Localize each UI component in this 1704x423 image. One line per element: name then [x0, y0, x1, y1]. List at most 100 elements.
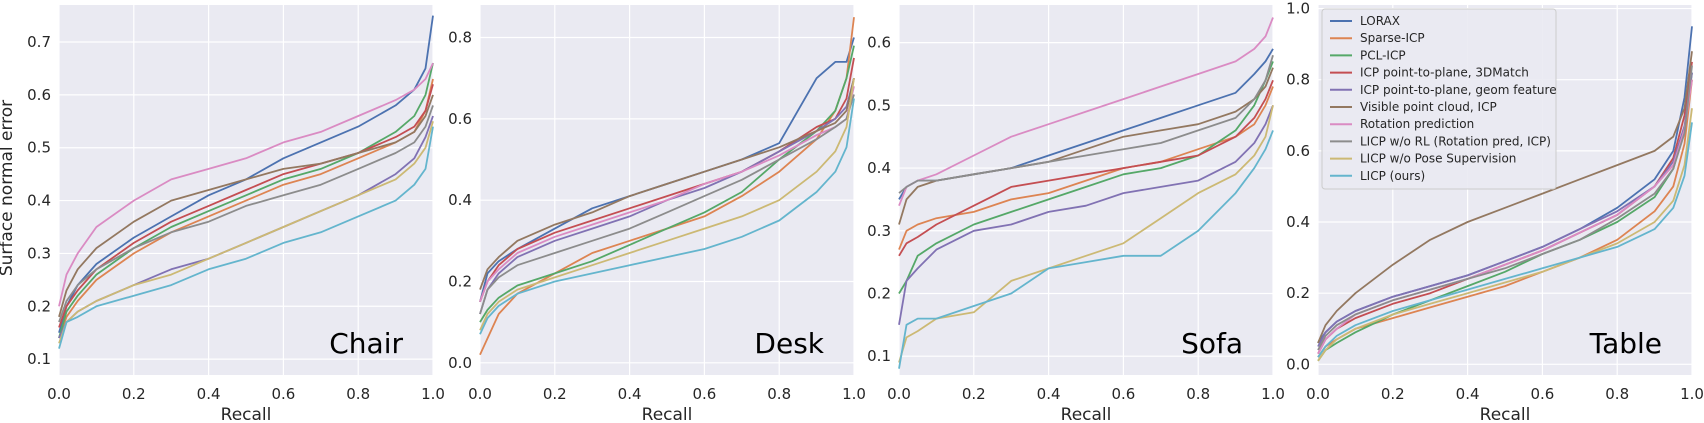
series-line-visible-point-cloud-icp [479, 77, 855, 290]
x-tick-label: 1.0 [421, 385, 445, 403]
x-axis-label: Recall [642, 405, 693, 423]
y-tick-label: 0.4 [1286, 213, 1310, 231]
legend-label: LICP (ours) [1360, 169, 1425, 183]
y-tick-label: 0.2 [448, 272, 472, 290]
legend-entry: LICP w/o Pose Supervision [1330, 152, 1516, 166]
legend-label: LICP w/o RL (Rotation pred, ICP) [1360, 134, 1551, 148]
series-line-licp-w-o-rl-rotation-pred-icp [1317, 65, 1693, 351]
x-tick-label: 0.8 [767, 385, 791, 403]
series-line-licp-w-o-pose-supervision [479, 78, 855, 331]
legend-entry: LICP w/o RL (Rotation pred, ICP) [1330, 134, 1551, 148]
x-tick-label: 0.0 [468, 385, 492, 403]
y-tick-label: 0.5 [27, 139, 51, 157]
y-tick-label: 0.6 [27, 86, 51, 104]
x-tick-label: 0.2 [122, 385, 146, 403]
legend-entry: Sparse-ICP [1330, 31, 1425, 45]
x-tick-label: 0.2 [962, 385, 986, 403]
y-tick-label: 0.3 [27, 244, 51, 262]
series-line-icp-point-to-plane-geom-feature [1317, 72, 1693, 347]
series-line-licp-ours [1317, 122, 1693, 358]
x-tick-label: 0.6 [271, 385, 295, 403]
y-tick-label: 0.8 [448, 29, 472, 47]
x-tick-label: 0.6 [692, 385, 716, 403]
x-tick-label: 1.0 [842, 385, 866, 403]
series-line-rotation-prediction [1317, 79, 1693, 355]
series-line-visible-point-cloud-icp [898, 67, 1274, 225]
x-tick-label: 0.4 [618, 385, 642, 403]
chart-panel-desk: 0.0 0.2 0.4 0.6 0.8 1.0 0.0 0.2 0.4 0.6 0.8 Desk Rec… [448, 5, 866, 423]
y-tick-label: 0.8 [1286, 71, 1310, 89]
y-tick-label: 0.0 [448, 354, 472, 372]
y-tick-label: 0.1 [867, 347, 891, 365]
legend-frame [1321, 8, 1557, 190]
series-line-visible-point-cloud-icp [58, 94, 434, 318]
x-tick-label: 0.4 [1456, 385, 1480, 403]
x-tick-label: 0.8 [346, 385, 370, 403]
y-tick-label: 0.2 [27, 297, 51, 315]
legend-label: Sparse-ICP [1360, 31, 1425, 45]
x-axis-label: Recall [1061, 405, 1112, 423]
series-line-licp-ours [898, 130, 1274, 369]
series-line-icp-point-to-plane-3dmatch [479, 57, 855, 303]
y-tick-label: 0.0 [1286, 355, 1310, 373]
legend-entry: Rotation prediction [1330, 117, 1474, 131]
y-tick-label: 0.4 [448, 191, 472, 209]
x-axis-label: Recall [221, 405, 272, 423]
legend-label: PCL-ICP [1360, 48, 1406, 62]
y-tick-label: 0.1 [27, 350, 51, 368]
x-tick-label: 0.8 [1605, 385, 1629, 403]
legend-entry: ICP point-to-plane, 3DMatch [1330, 66, 1529, 80]
legend-label: Rotation prediction [1360, 117, 1474, 131]
x-axis-label: Recall [1480, 405, 1531, 423]
series-line-licp-ours [479, 98, 855, 335]
y-tick-label: 0.4 [27, 192, 51, 210]
series-line-pcl-icp [898, 61, 1274, 294]
series-line-licp-ours [58, 126, 434, 349]
legend-label: LORAX [1360, 14, 1400, 28]
y-tick-label: 0.6 [867, 34, 891, 52]
series-line-sparse-icp [898, 86, 1274, 250]
y-tick-label: 0.6 [1286, 142, 1310, 160]
y-tick-label: 0.4 [867, 159, 891, 177]
series-line-rotation-prediction [479, 86, 855, 303]
series-line-licp-w-o-pose-supervision [1317, 108, 1693, 362]
legend-label: LICP w/o Pose Supervision [1360, 152, 1516, 166]
legend-entry: LICP (ours) [1330, 169, 1425, 183]
legend-entry: LORAX [1330, 14, 1400, 28]
series-line-visible-point-cloud-icp [1317, 51, 1693, 344]
series-line-icp-point-to-plane-3dmatch [898, 79, 1274, 257]
y-tick-label: 0.5 [867, 96, 891, 114]
x-tick-label: 0.6 [1530, 385, 1554, 403]
x-tick-label: 0.4 [1037, 385, 1061, 403]
chart-panel-chair: 0.0 0.2 0.4 0.6 0.8 1.0 0.1 0.2 0.3 0.4 0.5 0.6 0.7 C… [27, 5, 445, 423]
series-line-rotation-prediction [58, 62, 434, 307]
series-line-pcl-icp [479, 45, 855, 323]
series-line-licp-w-o-pose-supervision [58, 121, 434, 344]
panel-title: Chair [329, 327, 403, 360]
series-line-licp-w-o-pose-supervision [898, 105, 1274, 363]
panel-title: Desk [754, 327, 824, 360]
chart-panels: 0.0 0.2 0.4 0.6 0.8 1.0 0.1 0.2 0.3 0.4 0.5 0.6 0.7 C… [27, 0, 1704, 423]
legend-label: ICP point-to-plane, geom feature [1360, 83, 1557, 97]
x-tick-label: 0.0 [887, 385, 911, 403]
legend-label: ICP point-to-plane, 3DMatch [1360, 66, 1529, 80]
x-tick-label: 0.0 [47, 385, 71, 403]
legend: LORAX Sparse-ICP PCL-ICP ICP point-to-plane… [1321, 8, 1557, 190]
x-tick-label: 0.0 [1306, 385, 1330, 403]
x-tick-label: 1.0 [1261, 385, 1285, 403]
legend-entry: Visible point cloud, ICP [1330, 100, 1497, 114]
y-axis-label: Surface normal error [0, 100, 17, 276]
chart-panel-sofa: 0.0 0.2 0.4 0.6 0.8 1.0 0.1 0.2 0.3 0.4 0.5 0.6 Sofa… [867, 5, 1285, 423]
y-tick-label: 0.7 [27, 33, 51, 51]
x-tick-label: 0.6 [1111, 385, 1135, 403]
series-line-licp-w-o-rl-rotation-pred-icp [58, 105, 434, 323]
series-line-rotation-prediction [898, 17, 1274, 207]
series-line-licp-w-o-rl-rotation-pred-icp [479, 94, 855, 315]
series-line-icp-point-to-plane-geom-feature [898, 104, 1274, 325]
y-tick-label: 1.0 [1286, 0, 1310, 18]
x-tick-label: 0.4 [197, 385, 221, 403]
legend-entry: PCL-ICP [1330, 48, 1406, 62]
y-tick-label: 0.6 [448, 110, 472, 128]
series-line-licp-w-o-rl-rotation-pred-icp [898, 54, 1274, 194]
